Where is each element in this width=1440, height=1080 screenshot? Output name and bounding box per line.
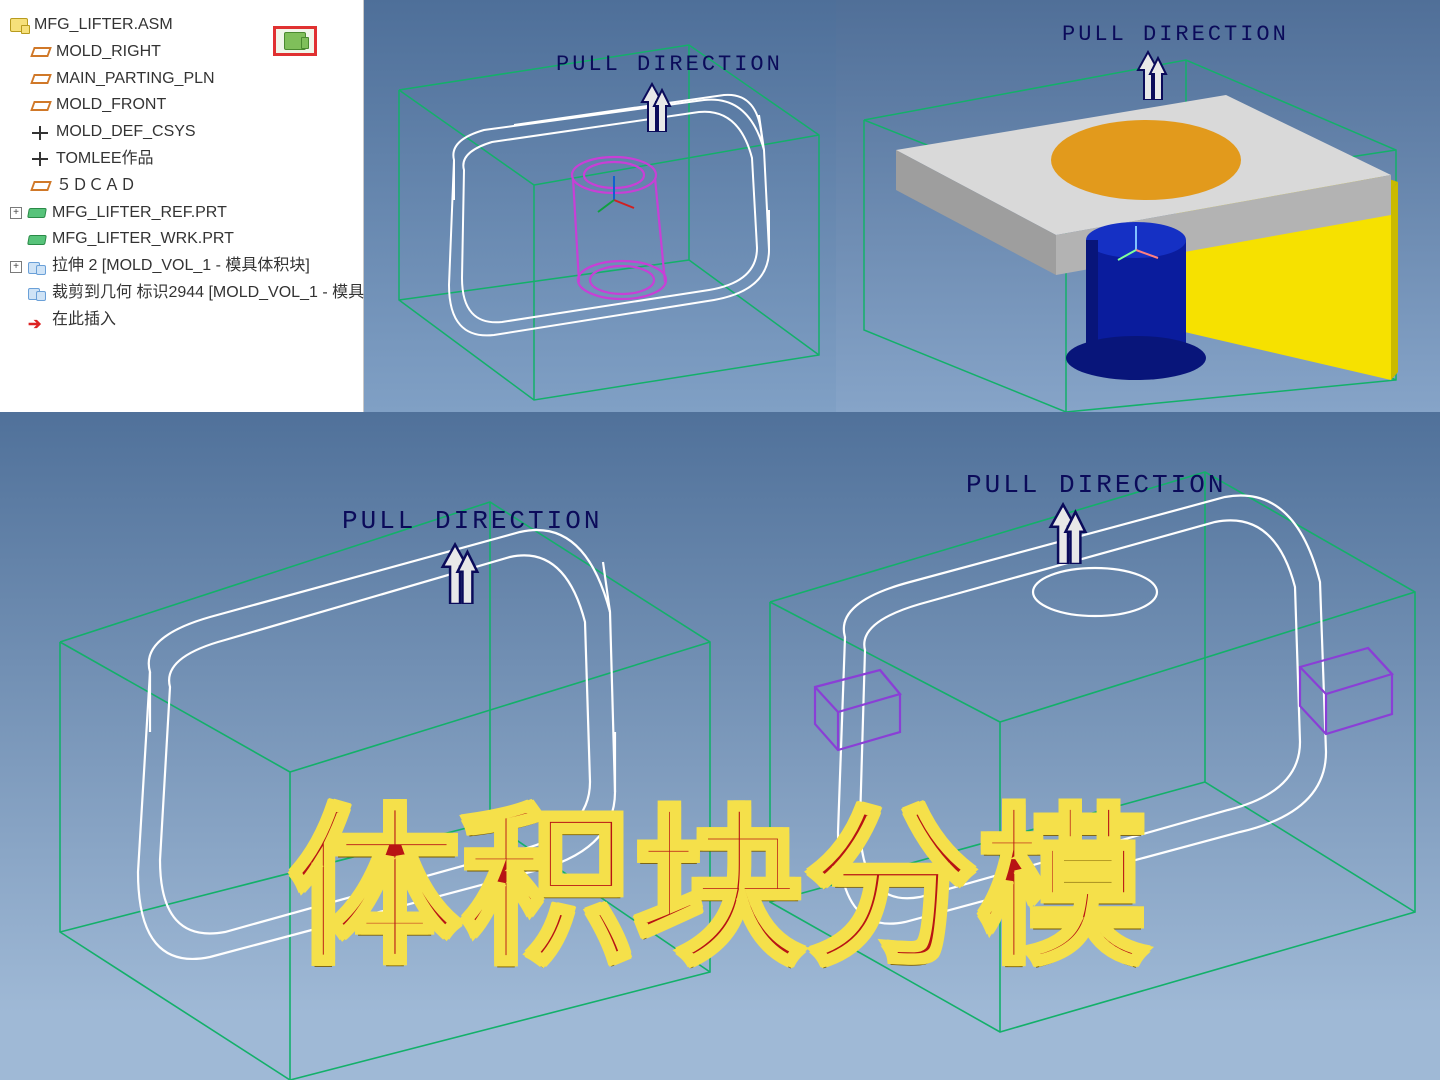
tree-item-label: MFG_LIFTER_WRK.PRT bbox=[52, 227, 234, 252]
tree-item-label: MOLD_RIGHT bbox=[56, 40, 161, 65]
tree-item-label: MOLD_DEF_CSYS bbox=[56, 120, 196, 145]
datum-plane-icon bbox=[30, 181, 52, 191]
pull-direction-arrow-icon bbox=[1136, 50, 1168, 100]
tree-item[interactable]: MAIN_PARTING_PLN bbox=[6, 66, 357, 93]
expand-icon[interactable]: + bbox=[10, 207, 22, 219]
pull-direction-label: PULL DIRECTION bbox=[1062, 22, 1289, 47]
tree-item-label: 拉伸 2 [MOLD_VOL_1 - 模具体积块] bbox=[52, 254, 310, 279]
tree-settings-button[interactable] bbox=[273, 26, 317, 56]
expand-icon bbox=[10, 287, 22, 299]
insert-here-icon: ➔ bbox=[28, 313, 46, 327]
csys-icon bbox=[32, 152, 50, 166]
feature-icon bbox=[28, 286, 46, 300]
settings-icon bbox=[284, 32, 306, 50]
tree-item-label: TOMLEE作品 bbox=[56, 147, 154, 172]
datum-plane-icon bbox=[30, 74, 52, 84]
model-tree: MFG_LIFTER.ASM MOLD_RIGHT MAIN_PARTING_P… bbox=[0, 0, 364, 412]
tree-item-label: ５ＤＣＡＤ bbox=[56, 174, 136, 199]
pull-direction-label: PULL DIRECTION bbox=[966, 470, 1226, 500]
datum-plane-icon bbox=[30, 47, 52, 57]
tree-item[interactable]: TOMLEE作品 bbox=[6, 146, 357, 173]
expand-icon bbox=[10, 234, 22, 246]
assembly-icon bbox=[10, 18, 28, 32]
tree-item-label: MAIN_PARTING_PLN bbox=[56, 67, 215, 92]
part-icon bbox=[27, 235, 47, 245]
tree-item-label: 裁剪到几何 标识2944 [MOLD_VOL_1 - 模具 bbox=[52, 281, 364, 306]
pull-direction-arrow-icon bbox=[640, 82, 672, 132]
tree-root-label: MFG_LIFTER.ASM bbox=[34, 13, 173, 38]
expand-icon[interactable]: + bbox=[10, 261, 22, 273]
tree-item-insert[interactable]: ➔ 在此插入 bbox=[6, 307, 357, 334]
datum-plane-icon bbox=[30, 101, 52, 111]
pull-direction-label: PULL DIRECTION bbox=[342, 506, 602, 536]
feature-icon bbox=[28, 260, 46, 274]
tree-item[interactable]: + MFG_LIFTER_REF.PRT bbox=[6, 200, 357, 227]
pull-direction-label: PULL DIRECTION bbox=[556, 52, 783, 77]
tree-item[interactable]: MFG_LIFTER_WRK.PRT bbox=[6, 226, 357, 253]
tree-item-label: MFG_LIFTER_REF.PRT bbox=[52, 201, 227, 226]
pull-direction-arrow-icon bbox=[440, 542, 480, 604]
tree-item[interactable]: ５ＤＣＡＤ bbox=[6, 173, 357, 200]
pull-direction-arrow-icon bbox=[1048, 502, 1088, 564]
tree-item[interactable]: + 拉伸 2 [MOLD_VOL_1 - 模具体积块] bbox=[6, 253, 357, 280]
tree-item[interactable]: MOLD_FRONT bbox=[6, 92, 357, 119]
tree-item-label: 在此插入 bbox=[52, 308, 116, 333]
csys-icon bbox=[32, 126, 50, 140]
part-icon bbox=[27, 208, 47, 218]
expand-icon bbox=[10, 314, 22, 326]
tree-item[interactable]: 裁剪到几何 标识2944 [MOLD_VOL_1 - 模具 bbox=[6, 280, 357, 307]
tree-item-label: MOLD_FRONT bbox=[56, 93, 166, 118]
tree-item[interactable]: MOLD_DEF_CSYS bbox=[6, 119, 357, 146]
page-title: 体积块分模 bbox=[290, 750, 1150, 996]
